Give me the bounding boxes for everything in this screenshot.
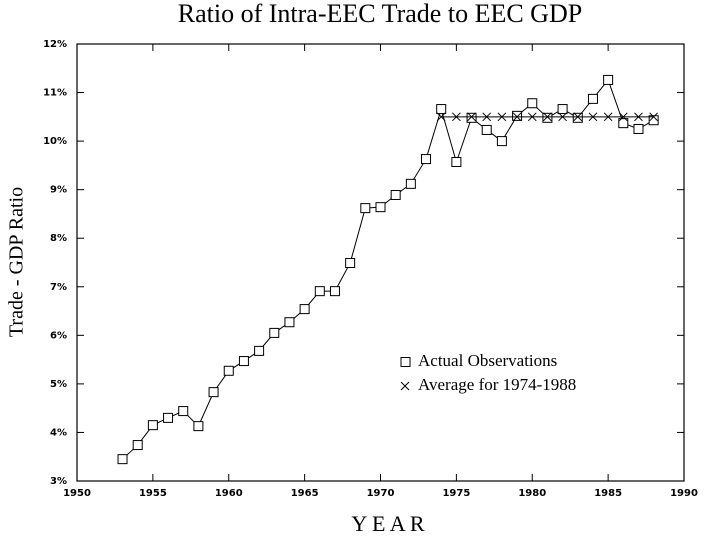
data-point xyxy=(452,112,461,122)
series-line xyxy=(122,78,654,460)
y-tick-label: 5% xyxy=(50,379,67,390)
data-point xyxy=(512,110,523,121)
data-point xyxy=(572,112,583,123)
chart-title: Ratio of Intra-EEC Trade to EEC GDP xyxy=(178,0,582,28)
legend-marker xyxy=(400,381,410,391)
x-axis-label: Y E A R xyxy=(351,511,424,536)
data-point xyxy=(587,93,598,104)
data-point xyxy=(467,112,476,122)
x-tick-label: 1960 xyxy=(215,488,243,499)
data-point xyxy=(649,112,659,122)
y-axis-label: Trade - GDP Ratio xyxy=(6,187,28,337)
x-tick-label: 1990 xyxy=(670,488,698,499)
data-point xyxy=(618,118,629,129)
data-point xyxy=(375,202,386,213)
data-point xyxy=(436,112,446,122)
legend-label: Average for 1974-1988 xyxy=(418,375,576,394)
y-tick-label: 8% xyxy=(50,233,67,244)
data-point xyxy=(421,154,432,165)
data-point xyxy=(163,412,174,423)
x-tick-label: 1985 xyxy=(594,488,622,499)
data-point xyxy=(542,112,553,123)
data-point xyxy=(405,178,416,189)
y-tick-label: 6% xyxy=(50,330,67,341)
y-tick-label: 3% xyxy=(50,476,67,487)
data-point xyxy=(299,304,310,315)
x-tick-label: 1965 xyxy=(291,488,319,499)
data-point xyxy=(254,345,265,356)
data-point xyxy=(208,387,219,398)
data-point xyxy=(588,112,598,122)
data-point xyxy=(648,115,659,126)
data-point xyxy=(147,420,158,431)
legend-label: Actual Observations xyxy=(418,351,557,370)
data-point xyxy=(481,124,492,135)
data-point xyxy=(345,257,356,268)
x-tick-label: 1950 xyxy=(63,488,91,499)
data-point xyxy=(314,286,325,297)
y-tick-label: 9% xyxy=(50,185,67,196)
data-point xyxy=(223,365,234,376)
data-point xyxy=(496,136,507,147)
y-tick-label: 10% xyxy=(43,136,67,147)
data-point xyxy=(497,112,507,122)
data-point xyxy=(573,112,583,122)
data-point xyxy=(193,421,204,432)
y-tick-label: 7% xyxy=(50,282,67,293)
data-point xyxy=(466,112,477,123)
data-point xyxy=(360,203,371,214)
y-tick-label: 4% xyxy=(50,427,67,438)
data-point xyxy=(512,112,522,122)
x-tick-label: 1970 xyxy=(367,488,395,499)
data-point xyxy=(238,356,249,367)
data-point xyxy=(634,112,643,122)
data-point xyxy=(527,112,537,122)
data-point xyxy=(269,327,280,338)
x-tick-label: 1980 xyxy=(518,488,546,499)
y-tick-label: 12% xyxy=(43,39,67,50)
data-point xyxy=(618,112,628,122)
data-point xyxy=(558,112,567,122)
legend-marker xyxy=(400,357,411,367)
data-point xyxy=(390,190,401,201)
y-tick-label: 11% xyxy=(43,88,67,99)
data-point xyxy=(132,440,143,451)
data-point xyxy=(482,112,492,122)
data-point xyxy=(284,317,295,328)
data-point xyxy=(329,286,340,297)
data-point xyxy=(178,406,189,417)
data-point xyxy=(543,112,552,122)
data-point xyxy=(527,98,538,109)
data-point xyxy=(603,112,613,122)
data-point xyxy=(117,454,128,465)
data-point xyxy=(451,156,462,167)
x-tick-label: 1955 xyxy=(139,488,167,499)
x-tick-label: 1975 xyxy=(442,488,470,499)
data-point xyxy=(436,104,447,115)
data-point xyxy=(557,104,568,115)
data-point xyxy=(603,74,614,85)
data-point xyxy=(633,123,644,134)
